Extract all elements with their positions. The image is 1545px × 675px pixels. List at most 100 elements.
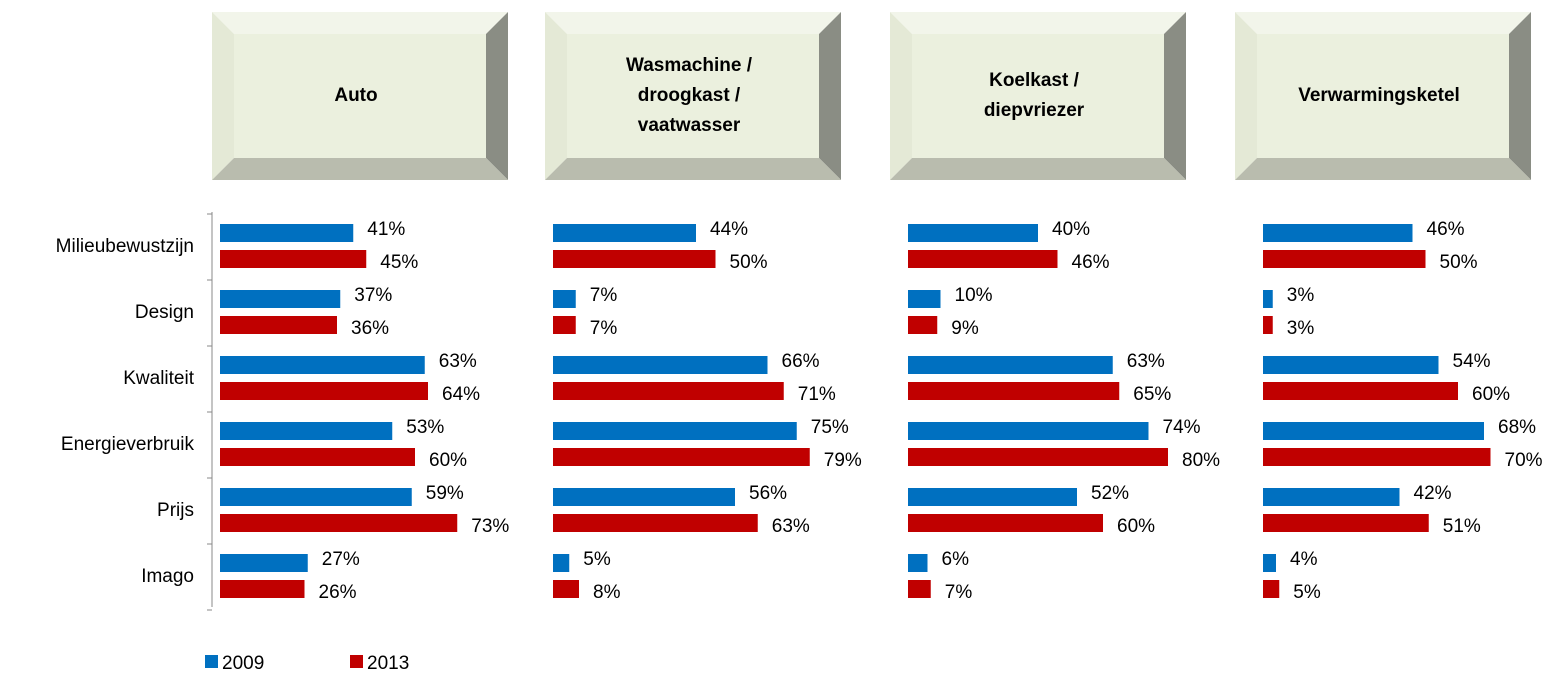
category-label: Imago: [141, 566, 194, 587]
bar: [553, 514, 758, 532]
value-label: 53%: [406, 417, 444, 438]
value-label: 75%: [811, 417, 849, 438]
bar: [553, 356, 768, 374]
legend-label: 2009: [222, 653, 264, 674]
bar: [908, 356, 1113, 374]
bar: [908, 316, 938, 334]
header-bevel-left: [890, 12, 912, 180]
header-title: droogkast /: [638, 85, 741, 106]
header-face: [912, 34, 1164, 158]
value-label: 59%: [426, 483, 464, 504]
value-label: 54%: [1453, 351, 1491, 372]
bar: [908, 448, 1168, 466]
header-title: diepvriezer: [984, 100, 1085, 121]
header-title: Koelkast /: [989, 70, 1079, 91]
header-bevel-right: [1509, 12, 1531, 180]
bar: [220, 554, 308, 572]
value-label: 7%: [945, 582, 973, 603]
header-bevel-top: [1235, 12, 1531, 34]
header-bevel-bottom: [545, 158, 841, 180]
bar: [220, 580, 305, 598]
bar: [1263, 448, 1491, 466]
category-label: Design: [135, 302, 194, 323]
bar: [553, 422, 797, 440]
value-label: 68%: [1498, 417, 1536, 438]
value-label: 40%: [1052, 219, 1090, 240]
value-label: 50%: [1440, 252, 1478, 273]
bar: [1263, 422, 1484, 440]
header-bevel-right: [1164, 12, 1186, 180]
header-face: [567, 34, 819, 158]
header-bevel-right: [486, 12, 508, 180]
bar: [1263, 356, 1439, 374]
header-face: [234, 34, 486, 158]
bar: [908, 514, 1103, 532]
bar: [1263, 382, 1458, 400]
legend-label: 2013: [367, 653, 409, 674]
legend-swatch: [205, 655, 218, 668]
bar: [1263, 514, 1429, 532]
bar: [908, 422, 1149, 440]
value-label: 41%: [367, 219, 405, 240]
header-title: vaatwasser: [638, 115, 741, 136]
value-label: 36%: [351, 318, 389, 339]
bar: [220, 356, 425, 374]
value-label: 66%: [782, 351, 820, 372]
value-label: 3%: [1287, 318, 1315, 339]
bar: [553, 224, 696, 242]
value-label: 52%: [1091, 483, 1129, 504]
value-label: 70%: [1505, 450, 1543, 471]
bar: [908, 382, 1120, 400]
bar: [553, 250, 716, 268]
bar: [220, 448, 415, 466]
value-label: 50%: [730, 252, 768, 273]
value-label: 60%: [1117, 516, 1155, 537]
bar: [220, 316, 337, 334]
category-label: Prijs: [157, 500, 194, 521]
header-bevel-top: [545, 12, 841, 34]
bar: [1263, 290, 1273, 308]
bar: [220, 290, 341, 308]
value-label: 5%: [1293, 582, 1321, 603]
header-title: Auto: [334, 85, 377, 106]
bar: [553, 580, 579, 598]
value-label: 45%: [380, 252, 418, 273]
value-label: 3%: [1287, 285, 1315, 306]
value-label: 71%: [798, 384, 836, 405]
bar: [553, 448, 810, 466]
value-label: 4%: [1290, 549, 1318, 570]
bar: [908, 554, 928, 572]
value-label: 7%: [590, 285, 618, 306]
value-label: 63%: [439, 351, 477, 372]
bar: [908, 224, 1038, 242]
header-bevel-top: [212, 12, 508, 34]
value-label: 10%: [955, 285, 993, 306]
value-label: 73%: [471, 516, 509, 537]
header-bevel-left: [545, 12, 567, 180]
value-label: 51%: [1443, 516, 1481, 537]
value-label: 65%: [1133, 384, 1171, 405]
category-label: Milieubewustzijn: [56, 236, 194, 257]
bar: [220, 488, 412, 506]
legend-swatch: [350, 655, 363, 668]
bar: [908, 580, 931, 598]
header-bevel-left: [212, 12, 234, 180]
bar: [1263, 250, 1426, 268]
header-bevel-right: [819, 12, 841, 180]
header-bevel-bottom: [1235, 158, 1531, 180]
bar: [220, 250, 367, 268]
header-bevel-bottom: [890, 158, 1186, 180]
value-label: 60%: [429, 450, 467, 471]
value-label: 63%: [772, 516, 810, 537]
category-label: Energieverbruik: [61, 434, 195, 455]
bar: [553, 554, 570, 572]
bar: [1263, 316, 1273, 334]
header-bevel-top: [890, 12, 1186, 34]
value-label: 5%: [583, 549, 611, 570]
value-label: 27%: [322, 549, 360, 570]
value-label: 8%: [593, 582, 621, 603]
category-label: Kwaliteit: [123, 368, 194, 389]
bar: [1263, 580, 1280, 598]
